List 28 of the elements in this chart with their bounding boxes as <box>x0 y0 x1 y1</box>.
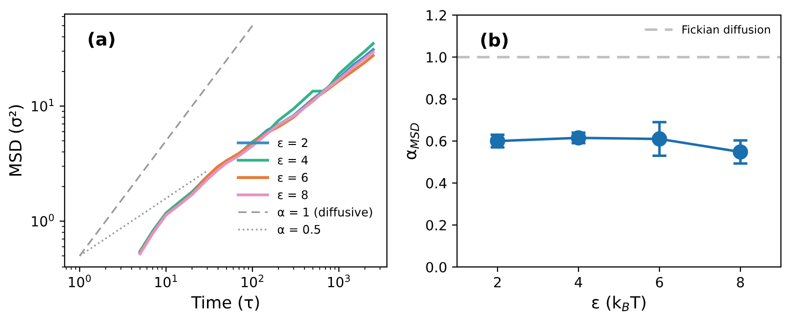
legend-label: Fickian diffusion <box>682 25 770 34</box>
legend-label: α = 0.5 <box>278 224 320 234</box>
legend-label: ε = 4 <box>278 156 308 165</box>
legend-label: ε = 2 <box>278 138 308 148</box>
x-tick-label: 10$^{3}$ <box>328 274 350 288</box>
x-tick-label: 8 <box>736 276 744 288</box>
legend-label: α = 1 (diffusive) <box>278 207 372 218</box>
y-tick-label: 1.0 <box>426 52 446 63</box>
x-tick-label: 6 <box>656 276 663 288</box>
x-axis-title: Time (τ) <box>191 296 259 311</box>
x-tick-label: 4 <box>574 277 582 288</box>
x-tick-label: 2 <box>494 276 501 288</box>
y-axis-title: α$_{MSD}$ <box>406 123 420 160</box>
y-tick-label: 0.6 <box>426 136 446 147</box>
x-axis-title: ε (k$_{B}$T) <box>592 296 646 312</box>
x-tick-label: 10$^{0}$ <box>68 274 91 288</box>
x-tick-label: 10$^{2}$ <box>242 274 264 288</box>
y-axis-title: MSD (σ²) <box>8 105 24 176</box>
x-tick-label: 10$^{1}$ <box>155 274 177 288</box>
legend-label: ε = 8 <box>278 190 308 200</box>
y-tick-label: 0.0 <box>426 262 446 272</box>
y-tick-label: 0.8 <box>426 94 446 105</box>
y-tick-label: 0.4 <box>426 178 447 188</box>
y-tick-label: 0.2 <box>426 220 446 230</box>
y-tick-label: 1.2 <box>426 10 446 20</box>
legend-label: ε = 6 <box>278 172 308 182</box>
annotation: (a) <box>88 32 114 48</box>
annotation: (b) <box>481 32 508 49</box>
